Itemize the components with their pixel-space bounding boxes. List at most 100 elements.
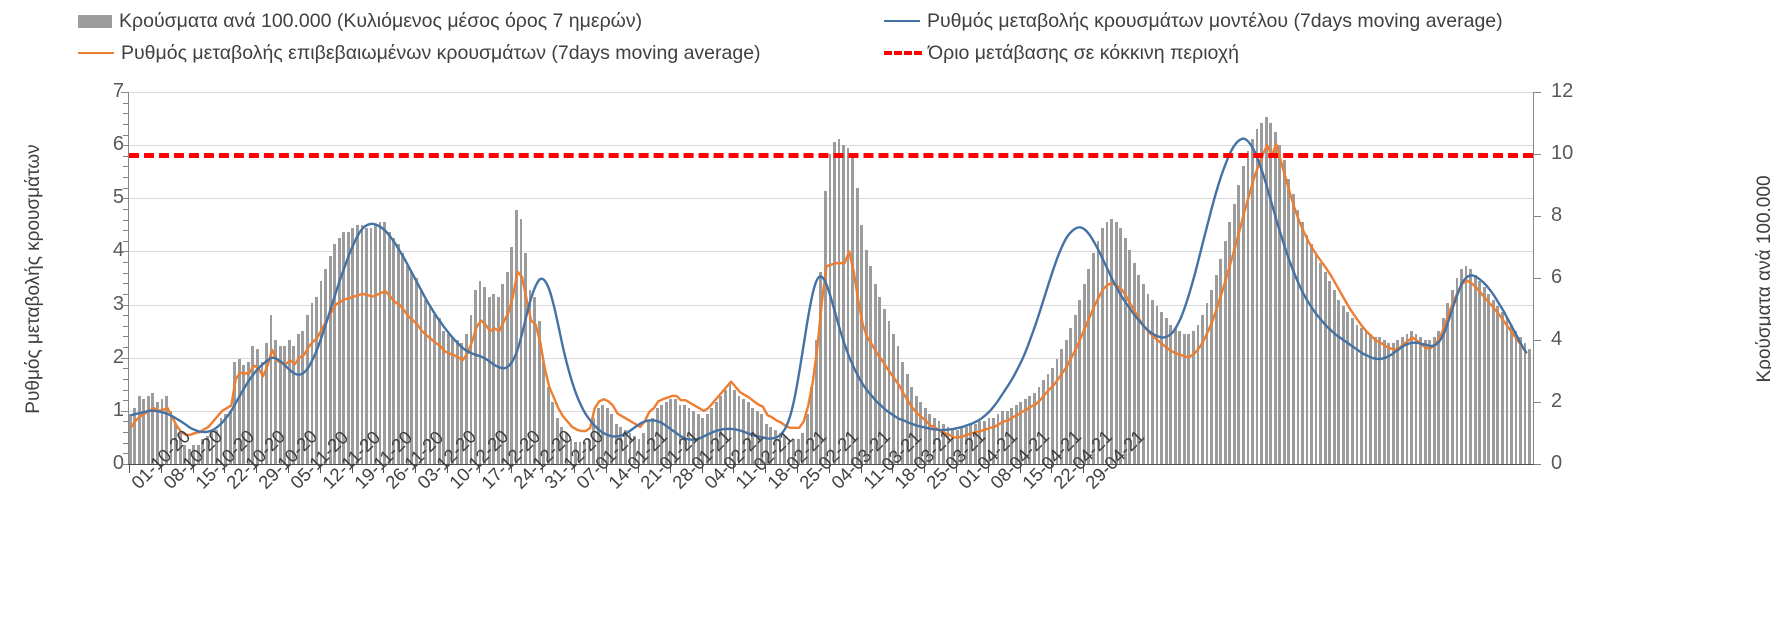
y-axis-right-tickmark	[1534, 154, 1541, 155]
chart-legend: Κρούσματα ανά 100.000 (Κυλιόμενος μέσος …	[0, 0, 1771, 68]
bar	[315, 296, 318, 464]
bar	[969, 423, 973, 464]
bar	[1332, 290, 1336, 464]
bar	[1460, 268, 1463, 464]
bar	[233, 361, 237, 464]
gridline	[129, 92, 1533, 93]
x-axis-tickmark	[510, 464, 512, 473]
bar	[151, 392, 155, 464]
bar	[928, 414, 932, 464]
bar	[260, 361, 264, 464]
y-axis-left-minor-tickmark	[123, 283, 128, 285]
y-axis-left-tickmark	[121, 198, 128, 200]
bar	[1528, 349, 1532, 464]
y-axis-left-minor-tickmark	[123, 442, 128, 444]
bar	[178, 433, 182, 464]
bar	[1414, 333, 1418, 464]
legend-label-model-rate: Ρυθμός μεταβολής κρουσμάτων μοντέλου (7d…	[927, 10, 1503, 32]
bar	[987, 417, 991, 464]
bar	[614, 423, 618, 464]
bar	[1401, 336, 1404, 464]
bar	[1096, 240, 1100, 464]
legend-item-confirmed-rate[interactable]: Ρυθμός μεταβολής επιβεβαιωμένων κρουσμάτ…	[78, 40, 761, 66]
x-axis-tickmark	[733, 464, 735, 473]
bar	[633, 436, 636, 464]
bar	[328, 256, 332, 464]
bar	[528, 290, 532, 464]
bar	[951, 429, 954, 464]
bar	[305, 315, 309, 464]
x-axis-tickmark	[606, 464, 608, 473]
red-threshold-line	[129, 153, 1533, 159]
x-axis-tickmark	[924, 464, 926, 473]
y-axis-left-minor-tickmark	[123, 219, 128, 221]
bar	[433, 315, 436, 464]
bar	[883, 309, 886, 464]
bar	[996, 414, 1000, 464]
bar	[342, 231, 346, 464]
orange-line-path	[130, 142, 1528, 439]
bar	[269, 315, 273, 464]
bar	[337, 237, 341, 464]
bar	[219, 417, 223, 464]
legend-item-threshold[interactable]: Όριο μετάβασης σε κόκκινη περιοχή	[884, 40, 1239, 66]
y-axis-left-minor-tickmark	[123, 208, 128, 210]
bar	[1187, 333, 1191, 464]
bar	[1042, 380, 1045, 464]
bar	[274, 340, 277, 464]
bar	[1428, 340, 1432, 464]
bar	[278, 346, 282, 464]
y-axis-left-tickmark	[121, 304, 128, 306]
bar	[978, 420, 982, 464]
bar	[1110, 219, 1114, 464]
bar	[669, 398, 673, 464]
bar	[1523, 343, 1527, 464]
bar	[592, 417, 596, 464]
x-axis-tickmark	[542, 464, 544, 473]
y-axis-left-minor-tickmark	[123, 187, 128, 189]
x-axis-tickmark	[478, 464, 480, 473]
bar	[501, 284, 505, 464]
bar	[1023, 398, 1027, 464]
bar	[446, 333, 450, 464]
bar	[1073, 315, 1077, 464]
orange-line-swatch-icon	[78, 52, 114, 54]
bar	[651, 417, 655, 464]
bar	[483, 287, 486, 464]
y-axis-left-tickmark	[121, 145, 128, 147]
x-axis-tickmark	[1019, 464, 1021, 473]
legend-item-bars[interactable]: Κρούσματα ανά 100.000 (Κυλιόμενος μέσος …	[78, 8, 642, 34]
bar	[1264, 116, 1268, 464]
bar	[1351, 318, 1354, 464]
bar-series	[128, 92, 1533, 464]
bar	[455, 340, 459, 464]
bar	[887, 321, 891, 464]
red-dashed-swatch-icon	[884, 51, 922, 55]
bar	[360, 225, 364, 464]
y-axis-left-minor-tickmark	[123, 102, 128, 104]
bar	[687, 408, 691, 464]
bar	[492, 293, 496, 464]
bar	[914, 395, 918, 464]
bar	[910, 386, 914, 464]
bar	[374, 225, 377, 464]
y-axis-right-tick-label: 8	[1551, 204, 1563, 226]
y-axis-left-tickmark	[121, 251, 128, 253]
bar	[1319, 262, 1323, 464]
bar	[533, 296, 536, 464]
bar	[1037, 386, 1041, 464]
bar	[583, 442, 586, 464]
bar	[1323, 271, 1327, 464]
bar	[1228, 222, 1232, 464]
bar	[892, 333, 895, 464]
bar	[783, 436, 786, 464]
legend-item-model-rate[interactable]: Ρυθμός μεταβολής κρουσμάτων μοντέλου (7d…	[884, 8, 1503, 34]
bar	[160, 398, 164, 464]
bar	[1105, 222, 1109, 464]
bar	[837, 138, 841, 464]
bar	[823, 191, 827, 464]
bar	[796, 439, 800, 464]
bar	[942, 423, 945, 464]
bar	[1341, 305, 1345, 464]
line-series	[130, 137, 1528, 441]
